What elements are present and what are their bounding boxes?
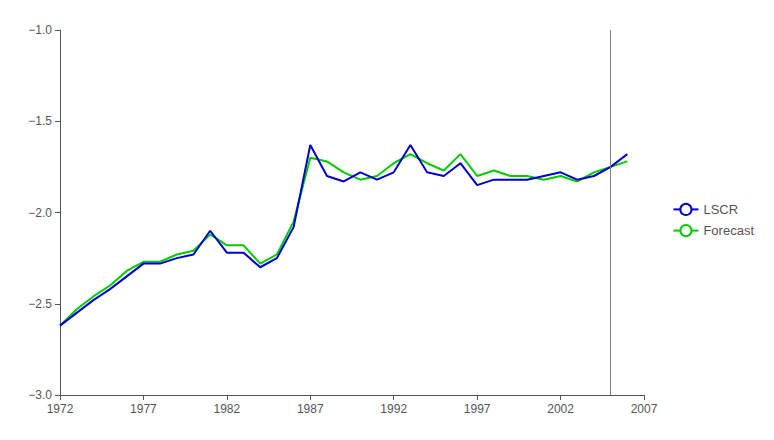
svg-text:−3.0: −3.0 — [28, 388, 52, 402]
svg-text:−2.5: −2.5 — [28, 297, 52, 311]
svg-text:1987: 1987 — [297, 402, 324, 416]
svg-text:1982: 1982 — [214, 402, 241, 416]
svg-text:1997: 1997 — [464, 402, 491, 416]
svg-text:1977: 1977 — [130, 402, 157, 416]
svg-text:−2.0: −2.0 — [28, 206, 52, 220]
svg-text:1992: 1992 — [380, 402, 407, 416]
svg-text:Forecast: Forecast — [703, 223, 754, 238]
svg-text:2002: 2002 — [547, 402, 574, 416]
svg-text:1972: 1972 — [47, 402, 74, 416]
svg-text:LSCR: LSCR — [703, 202, 738, 217]
svg-text:−1.5: −1.5 — [28, 114, 52, 128]
svg-text:2007: 2007 — [631, 402, 658, 416]
svg-text:−1.0: −1.0 — [28, 23, 52, 37]
